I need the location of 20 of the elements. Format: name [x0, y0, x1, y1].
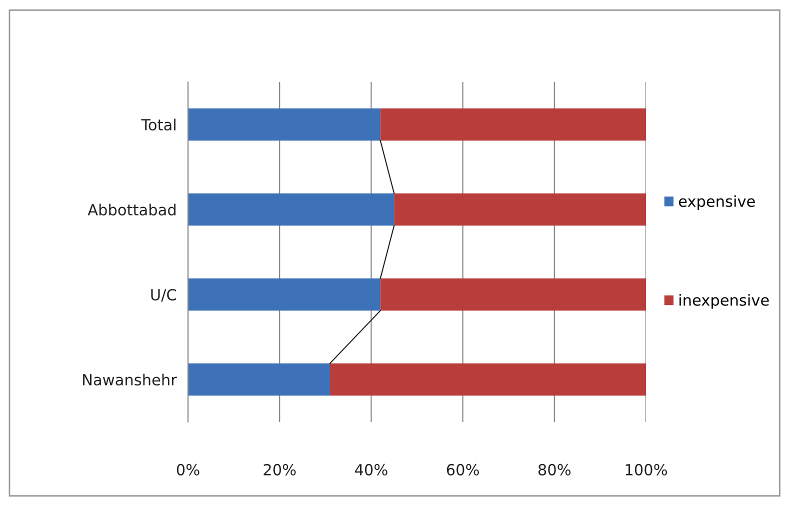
bar [380, 108, 646, 141]
bar [188, 108, 380, 141]
y-tick-label: U/C [151, 288, 176, 302]
x-tick-label: 80% [538, 464, 571, 476]
legend-label: expensive [678, 195, 755, 210]
bar [394, 193, 646, 226]
y-tick-label: Nawanshehr [83, 374, 177, 386]
legend-label: inexpensive [680, 294, 769, 309]
bar [188, 278, 380, 311]
x-tick-label: 40% [354, 464, 388, 476]
y-tick-label: Total [141, 118, 176, 131]
y-tick-label: Abbottabad [88, 204, 176, 216]
bar [380, 278, 646, 311]
x-tick-label: 60% [446, 464, 479, 476]
x-tick-label: 100% [626, 464, 667, 476]
bar [188, 363, 330, 396]
bar [188, 193, 394, 226]
x-tick-label: 0% [176, 464, 200, 476]
bar [330, 363, 646, 396]
x-tick-label: 20% [264, 464, 296, 476]
